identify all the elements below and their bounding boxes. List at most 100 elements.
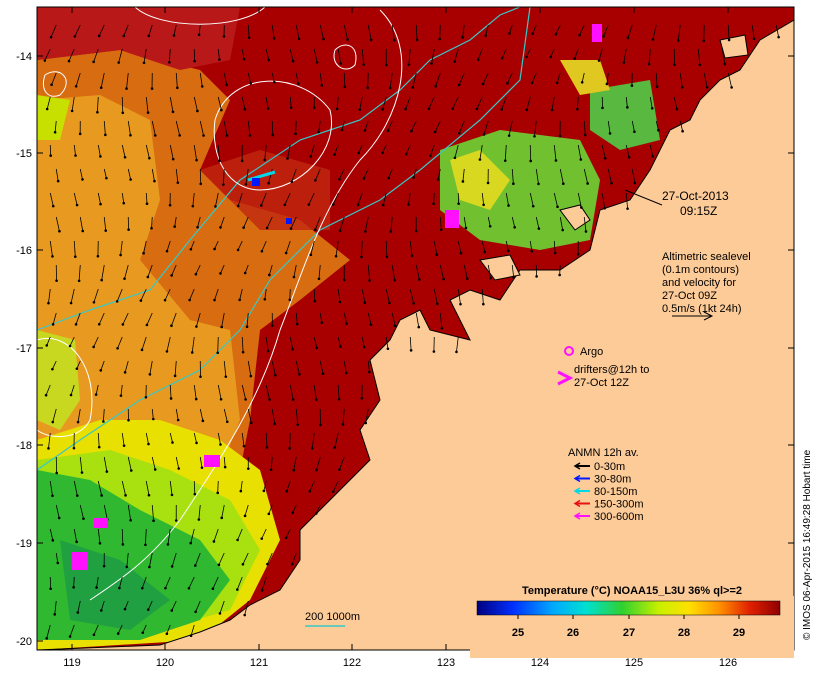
velocity-arrow (387, 120, 393, 131)
velocity-arrowhead (475, 107, 479, 111)
velocity-arrowhead (414, 229, 418, 233)
altimetry-legend: Altimetric sealevel (0.1m contours) and … (662, 251, 751, 321)
velocity-arrow (121, 96, 124, 113)
velocity-arrow (508, 120, 513, 136)
velocity-arrow (149, 360, 153, 375)
isobath-1000m (37, 7, 531, 471)
velocity-arrow (214, 240, 219, 250)
sea-yellow-ne (450, 150, 510, 210)
velocity-arrow (339, 216, 345, 231)
velocity-arrow (385, 288, 390, 304)
velocity-arrowhead (432, 350, 436, 353)
drifter-markers (72, 24, 602, 570)
velocity-arrowhead (312, 106, 316, 109)
velocity-arrow (607, 168, 612, 184)
velocity-arrow (405, 96, 411, 110)
velocity-arrowhead (140, 348, 144, 352)
velocity-arrow (337, 384, 340, 400)
velocity-arrowhead (49, 587, 52, 591)
velocity-arrowhead (146, 275, 150, 279)
velocity-arrowhead (144, 396, 148, 399)
velocity-arrowhead (92, 60, 95, 64)
velocity-arrow (574, 48, 579, 59)
velocity-arrow (458, 120, 465, 134)
velocity-arrow (55, 168, 59, 182)
velocity-arrowhead (171, 110, 175, 114)
velocity-arrowhead (525, 55, 528, 59)
anmn-item-label: 300-600m (594, 511, 644, 523)
velocity-arrow (103, 120, 106, 135)
velocity-arrowhead (243, 108, 247, 111)
velocity-arrow (532, 24, 537, 34)
velocity-arrowhead (127, 228, 130, 231)
velocity-arrow (97, 144, 101, 157)
velocity-arrowhead (457, 202, 460, 205)
velocity-arrowhead (622, 61, 626, 64)
velocity-arrowhead (289, 106, 293, 109)
velocity-arrowhead (49, 35, 53, 39)
velocity-arrow (319, 72, 323, 86)
y-tick-label: -15 (16, 148, 32, 160)
velocity-arrowhead (95, 586, 98, 589)
velocity-arrowhead (461, 36, 464, 39)
velocity-arrow (194, 552, 201, 566)
velocity-arrowhead (142, 251, 145, 255)
velocity-arrowhead (144, 543, 147, 547)
velocity-arrowhead (409, 349, 413, 352)
mooring-blue (252, 178, 260, 186)
velocity-arrow (343, 24, 348, 40)
velocity-arrowhead (166, 543, 170, 546)
velocity-arrow (52, 360, 57, 370)
velocity-arrowhead (196, 225, 199, 229)
velocity-arrowhead (99, 86, 103, 90)
velocity-arrow (271, 408, 276, 424)
velocity-arrow (223, 408, 228, 422)
velocity-arrowhead (531, 204, 535, 208)
velocity-arrowhead (320, 321, 324, 324)
velocity-arrowhead (249, 82, 252, 85)
velocity-arrowhead (165, 350, 169, 353)
velocity-arrowhead (127, 418, 130, 422)
velocity-arrowhead (272, 37, 276, 40)
velocity-arrow (193, 480, 196, 495)
velocity-arrow (241, 384, 246, 400)
velocity-arrow (553, 240, 556, 253)
velocity-arrow (121, 144, 126, 158)
velocity-arrow (78, 264, 81, 281)
velocity-arrow (218, 552, 225, 565)
velocity-arrowhead (194, 610, 197, 614)
velocity-arrow (214, 288, 219, 301)
velocity-arrow (529, 240, 533, 252)
velocity-arrowhead (152, 519, 155, 522)
velocity-arrow (71, 96, 75, 111)
velocity-arrow (265, 384, 271, 400)
velocity-arrowhead (337, 398, 341, 401)
velocity-arrow (145, 192, 148, 204)
velocity-arrow (337, 336, 341, 347)
velocity-arrow (212, 576, 219, 589)
velocity-arrowhead (76, 420, 80, 424)
velocity-arrowhead (388, 301, 391, 305)
velocity-arrow (171, 552, 177, 567)
date-label: 27-Oct-2013 (662, 189, 729, 203)
velocity-arrow (271, 72, 275, 83)
velocity-arrowhead (123, 607, 127, 611)
velocity-arrowhead (242, 444, 246, 448)
velocity-arrowhead (249, 421, 253, 425)
velocity-arrowhead (51, 367, 54, 371)
anmn-item-label: 150-300m (594, 499, 644, 511)
colorbar-title: Temperature (°C) NOAA15_L3U 36% ql>=2 (522, 585, 742, 597)
velocity-arrow (166, 240, 171, 252)
velocity-arrow (261, 576, 267, 591)
velocity-arrowhead (436, 178, 440, 181)
velocity-arrowhead (240, 159, 244, 163)
velocity-arrowhead (225, 134, 229, 137)
velocity-arrowhead (597, 59, 601, 62)
velocity-arrowhead (222, 35, 226, 38)
velocity-arrowhead (291, 398, 295, 401)
velocity-arrow (149, 552, 153, 568)
velocity-arrow (266, 216, 273, 229)
velocity-arrowhead (43, 59, 47, 62)
velocity-arrowhead (44, 393, 48, 397)
velocity-arrow (52, 408, 57, 423)
